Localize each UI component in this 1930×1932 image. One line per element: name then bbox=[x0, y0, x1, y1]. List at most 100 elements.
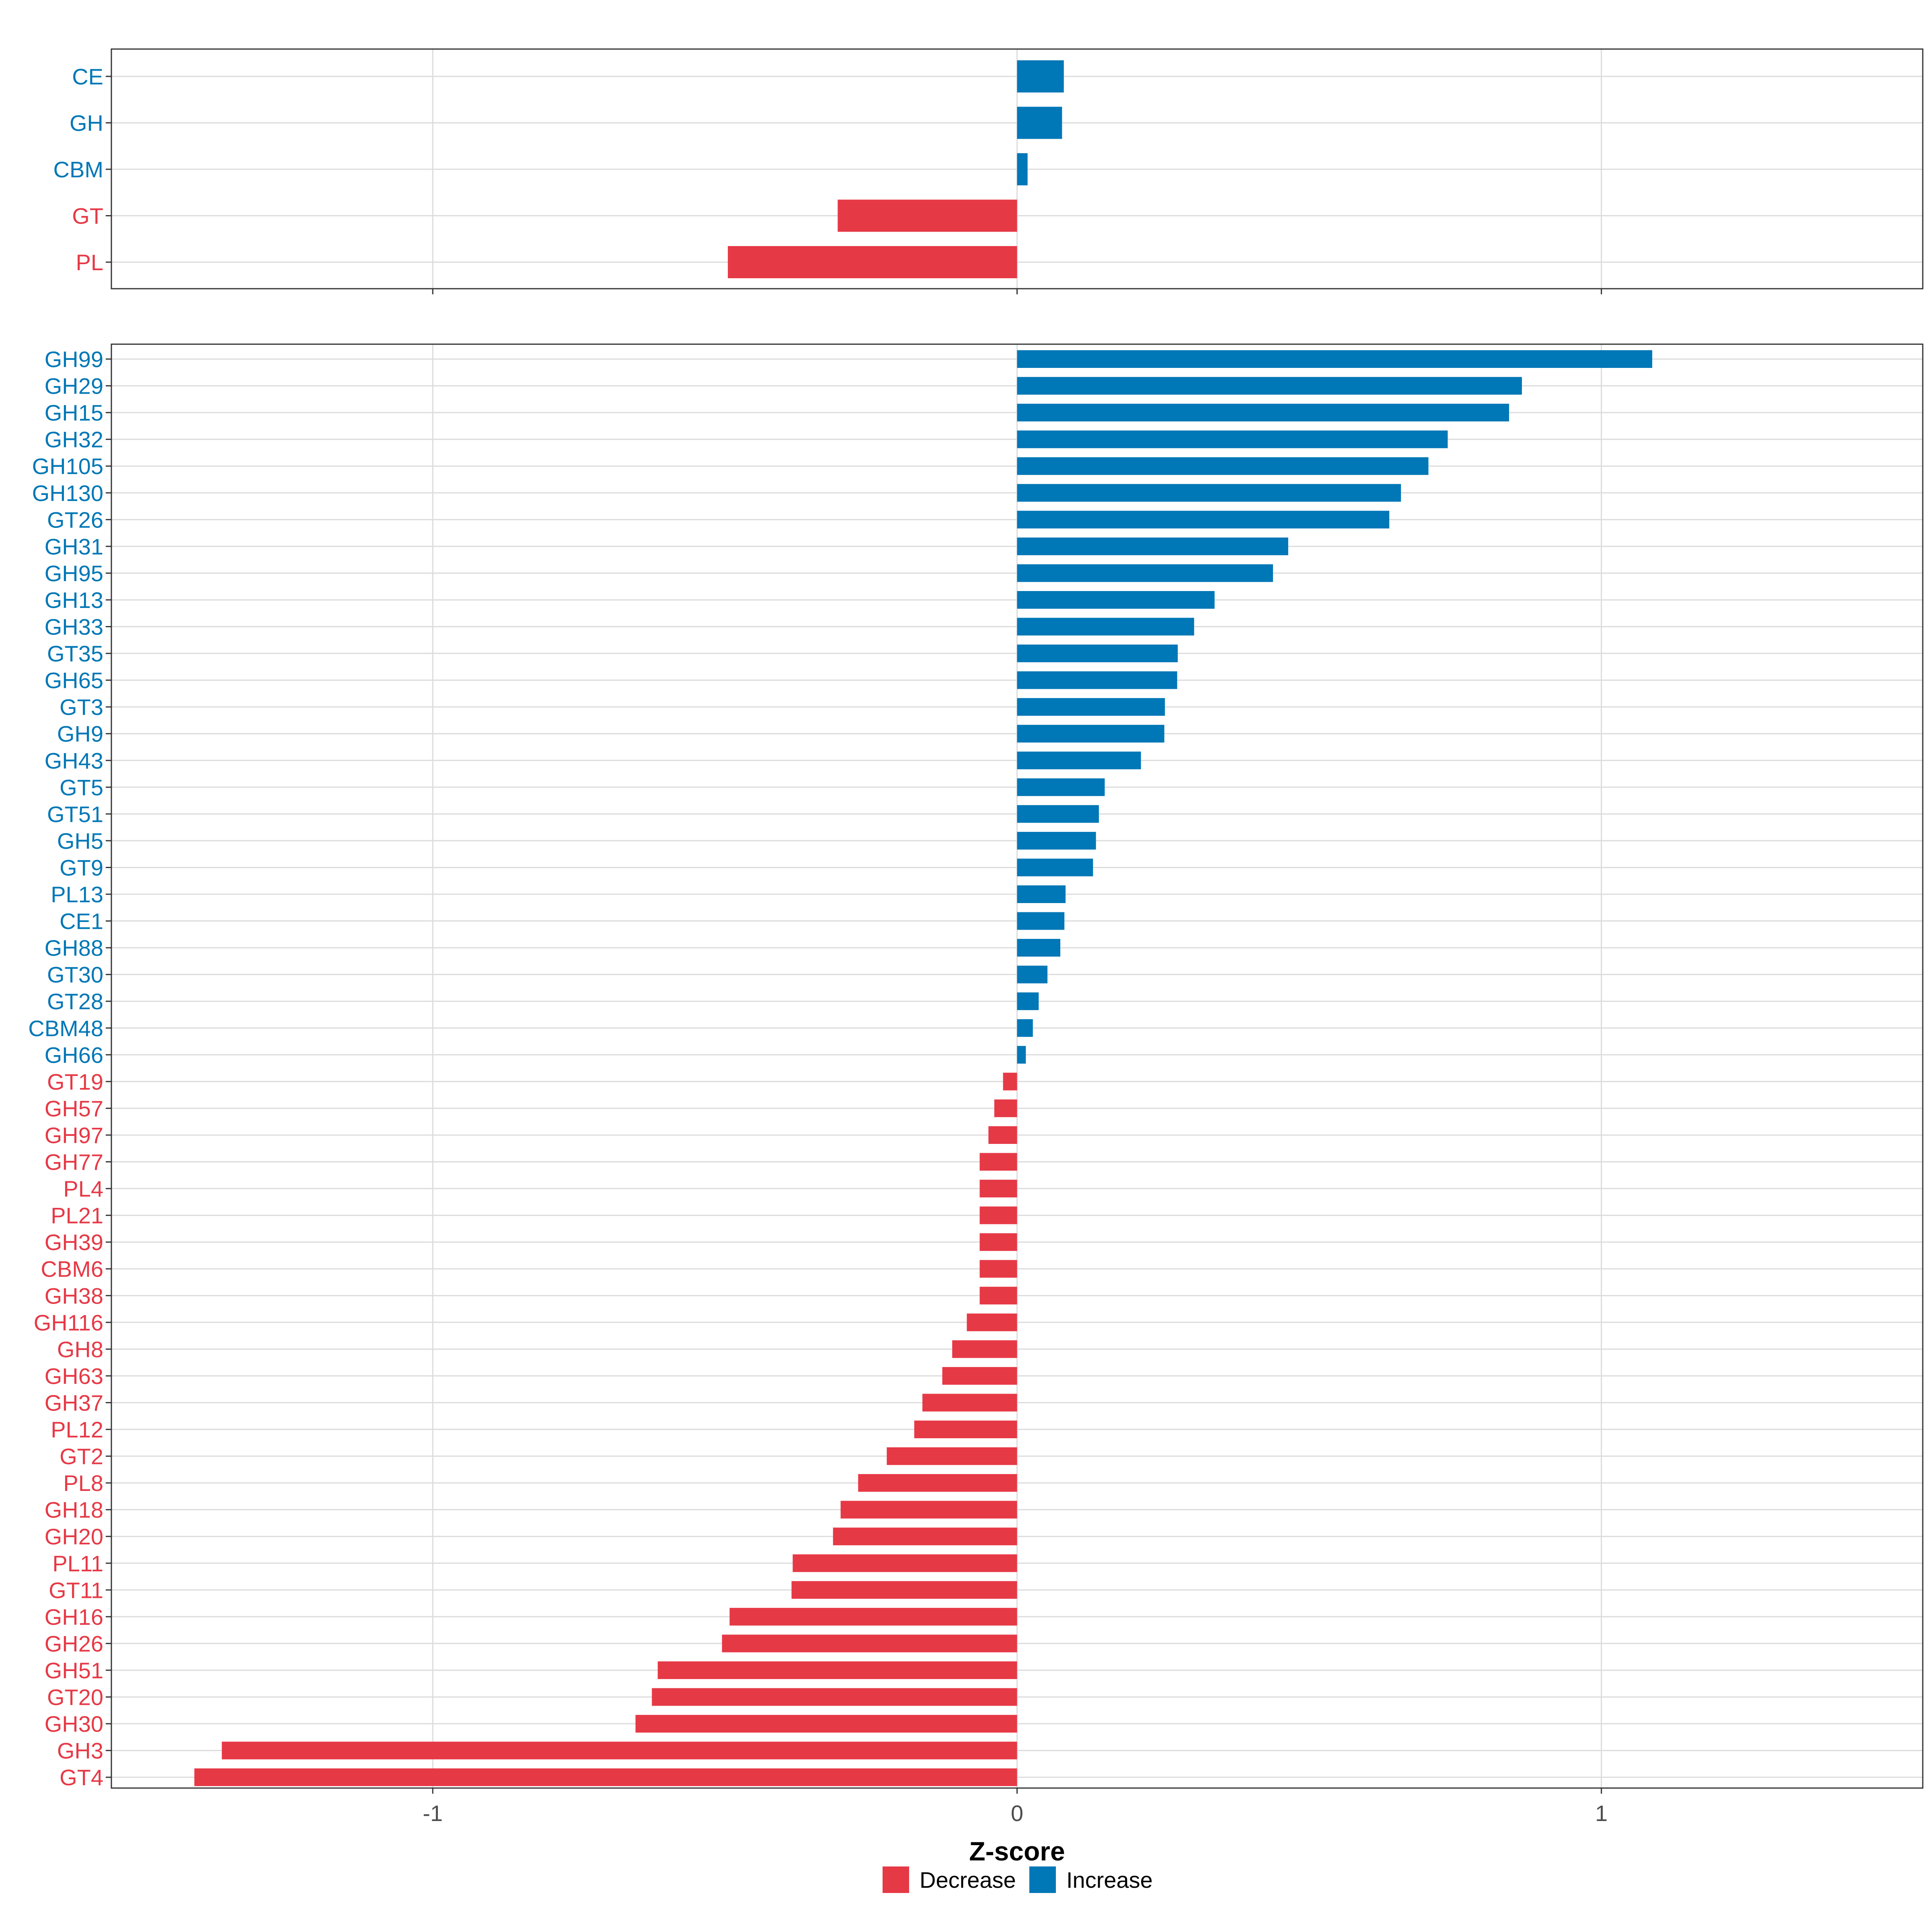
x-tick-label: 1 bbox=[1595, 1801, 1608, 1826]
y-tick-label-gh116: GH116 bbox=[34, 1310, 103, 1335]
legend-label-decrease: Decrease bbox=[920, 1867, 1016, 1893]
bar-gh16 bbox=[729, 1608, 1017, 1626]
y-tick-label-gt26: GT26 bbox=[47, 507, 103, 532]
y-tick-label-cbm: CBM bbox=[53, 157, 103, 182]
bar-gh77 bbox=[979, 1153, 1017, 1171]
bar-gt30 bbox=[1017, 965, 1048, 983]
bar-gt2 bbox=[887, 1447, 1017, 1465]
bar-pl13 bbox=[1017, 885, 1066, 903]
legend: Decrease Increase bbox=[883, 1866, 1153, 1893]
y-tick-label-gt4: GT4 bbox=[60, 1765, 103, 1790]
x-tick-label: 0 bbox=[1011, 1801, 1023, 1826]
bar-gh3 bbox=[222, 1741, 1017, 1760]
legend-swatch-decrease bbox=[883, 1866, 909, 1893]
bar-cbm bbox=[1017, 153, 1028, 185]
bar-gh20 bbox=[833, 1528, 1017, 1546]
y-tick-label-gh105: GH105 bbox=[32, 454, 103, 479]
y-tick-label-gh97: GH97 bbox=[45, 1123, 103, 1148]
bar-gh105 bbox=[1017, 457, 1429, 475]
y-tick-label-gh29: GH29 bbox=[45, 374, 103, 399]
y-tick-label-gt: GT bbox=[72, 203, 103, 229]
bar-gh88 bbox=[1017, 939, 1061, 957]
bar-gh31 bbox=[1017, 537, 1288, 555]
bar-gt19 bbox=[1003, 1072, 1017, 1090]
legend-label-increase: Increase bbox=[1066, 1867, 1153, 1893]
bar-gh30 bbox=[635, 1715, 1017, 1733]
y-tick-label-gh18: GH18 bbox=[45, 1497, 103, 1523]
bar-gh33 bbox=[1017, 618, 1194, 636]
y-tick-label-gh33: GH33 bbox=[45, 614, 103, 640]
bar-gh57 bbox=[994, 1099, 1017, 1117]
y-tick-label-gh32: GH32 bbox=[45, 427, 103, 452]
y-tick-label-gt51: GT51 bbox=[47, 801, 103, 827]
bar-cbm48 bbox=[1017, 1019, 1033, 1037]
y-tick-label-gh38: GH38 bbox=[45, 1283, 103, 1308]
y-tick-label-gt20: GT20 bbox=[47, 1685, 103, 1710]
panel-border bbox=[111, 48, 1924, 289]
bar-gt28 bbox=[1017, 992, 1039, 1010]
y-tick-label-gh16: GH16 bbox=[45, 1604, 103, 1630]
bar-gh95 bbox=[1017, 564, 1273, 582]
bar-gt26 bbox=[1017, 511, 1390, 529]
y-tick-label-gh37: GH37 bbox=[45, 1390, 103, 1415]
bar-gh97 bbox=[988, 1126, 1017, 1144]
panel-border bbox=[111, 343, 1924, 1789]
y-tick-label-gh13: GH13 bbox=[45, 587, 103, 613]
y-tick-label-gh57: GH57 bbox=[45, 1096, 103, 1121]
y-tick-label-gh8: GH8 bbox=[57, 1337, 103, 1362]
y-tick-label-gh5: GH5 bbox=[57, 828, 103, 854]
y-tick-label-ce: CE bbox=[72, 64, 103, 89]
y-tick-label-gt28: GT28 bbox=[47, 989, 103, 1014]
bar-gt bbox=[838, 199, 1017, 232]
y-tick-label-gt19: GT19 bbox=[47, 1069, 103, 1094]
bar-gt51 bbox=[1017, 805, 1099, 823]
y-tick-label-gh31: GH31 bbox=[45, 534, 103, 559]
bar-gh26 bbox=[722, 1634, 1017, 1653]
y-tick-label-gh9: GH9 bbox=[57, 721, 103, 747]
bar-gh63 bbox=[942, 1367, 1017, 1385]
bar-gh29 bbox=[1017, 377, 1522, 395]
bar-gh18 bbox=[840, 1501, 1017, 1519]
y-tick-label-gt2: GT2 bbox=[60, 1444, 103, 1469]
bar-gt11 bbox=[791, 1581, 1017, 1599]
bar-gh65 bbox=[1017, 671, 1177, 689]
bar-gt20 bbox=[652, 1688, 1017, 1706]
y-tick-label-gt30: GT30 bbox=[47, 962, 103, 988]
y-tick-label-pl13: PL13 bbox=[51, 882, 103, 907]
y-tick-label-gh39: GH39 bbox=[45, 1230, 103, 1255]
y-tick-label-gh51: GH51 bbox=[45, 1658, 103, 1683]
y-tick-label-gt9: GT9 bbox=[60, 855, 103, 880]
y-tick-label-pl4: PL4 bbox=[63, 1176, 103, 1201]
bar-pl12 bbox=[914, 1421, 1017, 1438]
y-tick-label-gt11: GT11 bbox=[49, 1577, 103, 1603]
bar-gh116 bbox=[967, 1313, 1017, 1331]
bar-gh32 bbox=[1017, 430, 1448, 448]
y-tick-label-pl12: PL12 bbox=[51, 1417, 103, 1442]
legend-swatch-increase bbox=[1029, 1866, 1056, 1893]
bar-pl21 bbox=[979, 1206, 1017, 1224]
bar-pl11 bbox=[793, 1554, 1017, 1572]
bar-pl bbox=[728, 246, 1017, 278]
y-tick-label-gh3: GH3 bbox=[57, 1738, 103, 1764]
bar-gh bbox=[1017, 107, 1062, 139]
y-tick-label-gh130: GH130 bbox=[32, 480, 103, 506]
y-tick-label-gh30: GH30 bbox=[45, 1711, 103, 1737]
bar-gh13 bbox=[1017, 591, 1215, 609]
y-tick-label-ce1: CE1 bbox=[60, 909, 103, 934]
y-tick-label-pl21: PL21 bbox=[51, 1203, 103, 1228]
top-panel: CE GH CBM GT PL bbox=[53, 48, 1924, 294]
y-tick-label-gh88: GH88 bbox=[45, 935, 103, 961]
bar-gh5 bbox=[1017, 832, 1096, 850]
y-tick-label-gh66: GH66 bbox=[45, 1042, 103, 1068]
y-tick-label-cbm6: CBM6 bbox=[41, 1257, 103, 1282]
y-tick-label-gh65: GH65 bbox=[45, 668, 103, 693]
y-tick-label-cbm48: CBM48 bbox=[28, 1016, 103, 1041]
y-tick-label-gh26: GH26 bbox=[45, 1631, 103, 1656]
y-tick-label-gt35: GT35 bbox=[47, 641, 103, 666]
bar-pl8 bbox=[858, 1474, 1017, 1492]
y-tick-label-gh95: GH95 bbox=[45, 561, 103, 586]
y-tick-label-gt3: GT3 bbox=[60, 694, 103, 720]
bar-gh43 bbox=[1017, 751, 1141, 770]
